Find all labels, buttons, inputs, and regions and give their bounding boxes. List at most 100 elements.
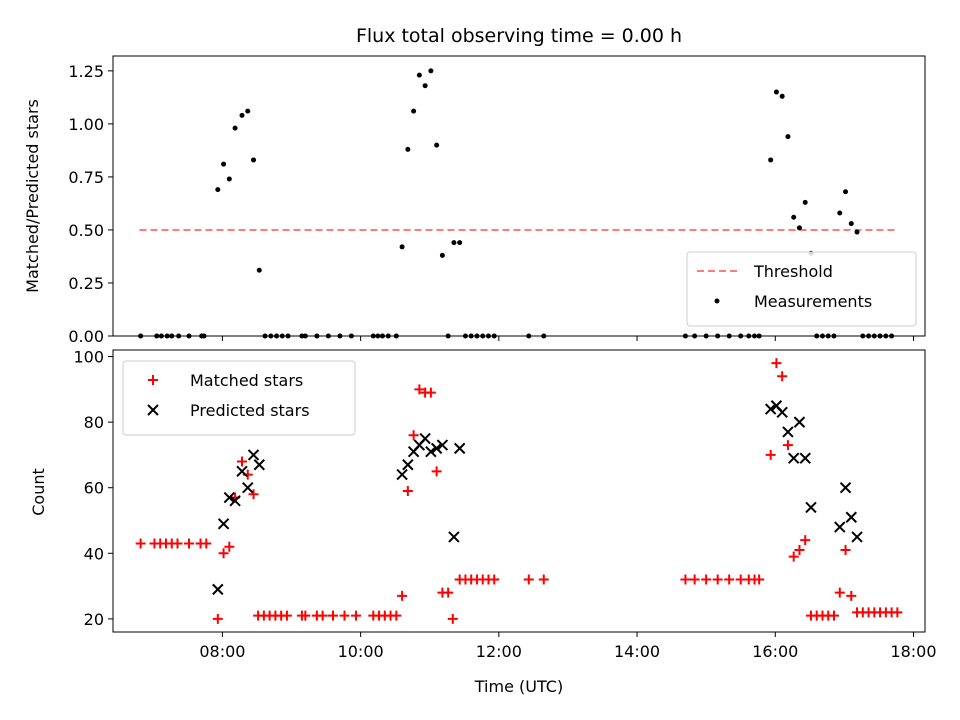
x-tick-label: 12:00 <box>476 642 522 661</box>
plot-layer: 0.00 0.25 0.50 0.75 1.00 1.25 Threshold Measure… <box>68 55 937 661</box>
measurements-point <box>854 229 860 235</box>
measurements-point <box>385 333 391 339</box>
x-tick-label: 10:00 <box>338 642 384 661</box>
measurements-point <box>434 142 440 148</box>
matched-stars-point <box>236 456 247 467</box>
measurements-point <box>232 125 238 131</box>
measurements-point <box>457 240 463 246</box>
measurements-point <box>825 333 831 339</box>
ratio-panel-y-tick-label: 0.50 <box>68 221 104 240</box>
legend-label-predicted-stars: Predicted stars <box>190 401 310 420</box>
measurements-point <box>796 225 802 231</box>
matched-stars-point <box>281 610 292 621</box>
predicted-stars-point <box>396 468 408 481</box>
matched-stars-point <box>794 545 805 556</box>
predicted-stars-point <box>764 403 777 415</box>
predicted-stars-point <box>242 482 254 494</box>
measurements-point <box>245 108 251 114</box>
ratio-panel-y-tick-label: 1.25 <box>68 62 104 81</box>
measurements-point <box>201 333 207 339</box>
measurements-point <box>158 333 164 339</box>
ratio-panel-legend: Threshold Measurements <box>686 251 917 327</box>
measurements-point <box>337 333 343 339</box>
matched-stars-point <box>218 548 229 559</box>
matched-stars-point <box>212 613 223 624</box>
predicted-stars-point <box>834 521 846 533</box>
x-tick-label: 16:00 <box>752 642 798 661</box>
predicted-stars-point <box>793 416 806 428</box>
measurements-point <box>428 68 434 74</box>
measurements-point <box>468 333 474 339</box>
predicted-stars-point <box>839 482 852 494</box>
predicted-stars-point <box>436 439 449 451</box>
matched-stars-point <box>840 545 851 556</box>
matched-stars-point <box>523 574 534 585</box>
legend-label-matched-stars: Matched stars <box>190 371 303 390</box>
matched-stars-point <box>402 486 413 496</box>
matched-stars-point <box>414 384 425 395</box>
legend-label-measurements: Measurements <box>754 292 872 311</box>
matched-stars-point <box>431 466 442 477</box>
measurements-point <box>221 161 227 167</box>
chart-title: Flux total observing time = 0.00 h <box>356 25 682 47</box>
legend-handle-measurements <box>714 298 720 304</box>
measurements-point <box>422 83 428 89</box>
measurements-point <box>251 157 257 163</box>
matched-stars-point <box>834 587 845 598</box>
predicted-stars-point <box>776 406 788 419</box>
matched-stars-point <box>680 574 691 585</box>
measurements-point <box>831 333 837 339</box>
matched-stars-point <box>771 358 782 369</box>
ratio-panel-y-tick-label: 0.75 <box>68 168 104 187</box>
legend-handle-predicted-stars <box>147 404 159 416</box>
measurements-point <box>889 333 895 339</box>
matched-stars-point <box>135 538 146 549</box>
ratio-panel-y-tick-label: 0.25 <box>68 274 104 293</box>
count-panel-y-tick-label: 80 <box>84 413 104 432</box>
measurements-point <box>299 333 305 339</box>
measurements-point <box>877 333 883 339</box>
count-panel-y-tick-label: 40 <box>84 544 104 563</box>
matched-stars-point <box>443 587 454 598</box>
measurements-point <box>439 252 445 258</box>
count-panel-y-tick-label: 20 <box>84 610 104 629</box>
count-panel-frame <box>112 349 926 633</box>
ratio-panel-y-tick-label: 1.00 <box>68 115 104 134</box>
x-axis-label: Time (UTC) <box>474 677 563 696</box>
matched-stars-point <box>701 574 712 585</box>
predicted-stars-point <box>402 459 414 471</box>
measurements-point <box>348 333 354 339</box>
measurements-point <box>445 333 451 339</box>
measurements-point <box>285 333 291 339</box>
matched-stars-point <box>172 538 183 549</box>
measurements-point <box>302 333 308 339</box>
measurements-point <box>370 333 376 339</box>
measurements-point <box>262 333 268 339</box>
measurements-point <box>703 333 709 339</box>
matched-stars-point <box>712 574 723 585</box>
measurements-point <box>405 146 411 152</box>
matched-stars-point <box>489 574 500 585</box>
predicted-stars-point <box>212 583 224 596</box>
predicted-stars-point <box>217 518 230 530</box>
count-panel-y-tick-label: 60 <box>84 479 104 498</box>
matched-stars-point <box>777 371 788 382</box>
matched-stars-point <box>689 574 700 585</box>
measurements-point <box>726 333 732 339</box>
measurements-point <box>802 199 808 205</box>
matched-stars-point <box>224 541 235 552</box>
measurements-point <box>169 333 175 339</box>
matched-stars-point <box>538 574 549 585</box>
predicted-stars-point <box>229 495 241 507</box>
measurements-point <box>164 333 170 339</box>
measurements-point <box>837 210 843 216</box>
predicted-stars-point <box>223 491 236 504</box>
count-panel-y-tick-label: 100 <box>73 348 104 367</box>
legend-handle-matched-stars <box>148 375 158 385</box>
measurements-point <box>474 333 480 339</box>
predicted-stars-point <box>799 452 811 464</box>
measurements-point <box>785 134 791 140</box>
matched-stars-point <box>754 574 765 585</box>
measurements-point <box>226 176 232 182</box>
